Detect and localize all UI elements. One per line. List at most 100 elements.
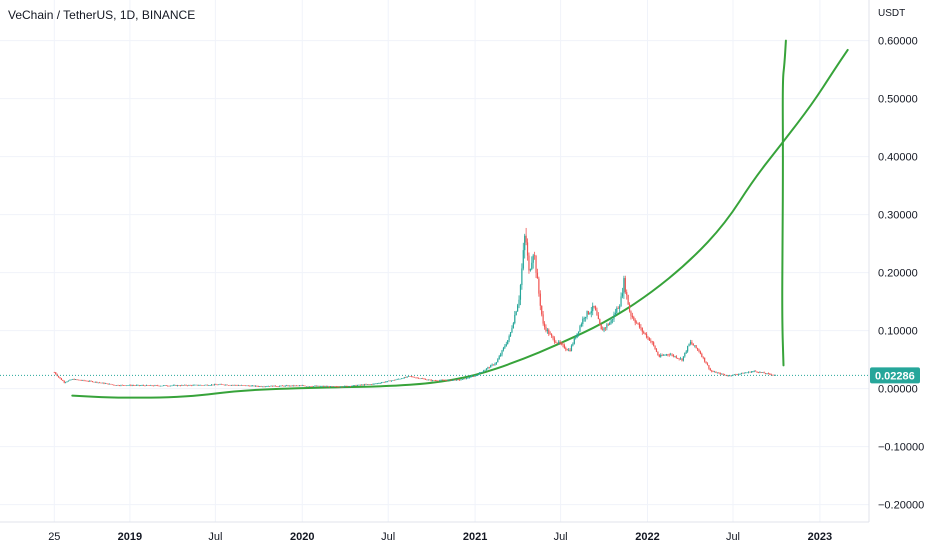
candle-body — [250, 385, 252, 387]
price-axis[interactable]: 0.60000 0.50000 0.40000 0.30000 0.20000 0.100… — [878, 36, 924, 512]
candle-body — [62, 380, 64, 381]
candle-body — [123, 385, 125, 386]
x-tick-label: 2019 — [118, 531, 142, 543]
candle-body — [695, 345, 697, 349]
candle-body — [736, 374, 738, 376]
y-tick-label: 0.40000 — [878, 152, 918, 164]
candle-body — [342, 386, 344, 388]
candle-body — [494, 363, 496, 365]
candle-body — [747, 371, 750, 373]
candle-body — [440, 379, 442, 381]
candle-body — [297, 385, 299, 387]
candle-body — [430, 379, 432, 381]
baseline-curve[interactable] — [71, 48, 849, 399]
candle-body — [471, 376, 473, 378]
x-tick-label: 2022 — [635, 531, 659, 543]
candle-body — [647, 337, 649, 338]
candle-body — [90, 380, 92, 382]
candle-body — [175, 385, 177, 386]
candle-body — [623, 278, 625, 294]
candle-body — [73, 379, 75, 380]
candle-body — [237, 385, 240, 386]
candle-body — [559, 341, 561, 344]
candle-body — [148, 385, 150, 387]
candle-body — [287, 385, 289, 387]
candle-body — [756, 371, 758, 373]
candle-body — [320, 386, 322, 387]
candle-body — [643, 331, 645, 333]
candle-body — [159, 385, 162, 387]
time-axis[interactable]: 25 2019 Jul 2020 Jul 2021 Jul 2022 Jul 2023 — [48, 531, 832, 543]
candle-body — [437, 380, 439, 382]
candle-body — [351, 385, 353, 387]
candle-body — [345, 385, 347, 387]
candle-body — [487, 367, 489, 369]
candle-body — [137, 385, 139, 386]
candle-body — [432, 380, 434, 381]
candle-body — [535, 256, 537, 273]
candle-body — [118, 385, 121, 387]
candle-body — [79, 379, 81, 381]
candle-body — [474, 375, 476, 377]
candle-body — [403, 377, 405, 379]
candle-body — [388, 380, 390, 382]
candle-body — [396, 379, 398, 380]
candle-body — [759, 372, 761, 373]
candle-body — [96, 381, 98, 383]
candle-body — [746, 372, 748, 374]
candle-body — [633, 317, 635, 321]
candle-body — [745, 372, 747, 374]
candle-body — [157, 385, 159, 386]
candle-body — [529, 269, 531, 271]
candle-body — [485, 368, 488, 370]
price-axis-unit: USDT — [878, 8, 905, 19]
candle-body — [171, 385, 173, 387]
candle-body — [99, 382, 101, 384]
candle-body — [290, 385, 292, 387]
candle-body — [185, 384, 187, 386]
candle-body — [108, 383, 111, 385]
symbol-title[interactable]: VeChain / TetherUS, 1D, BINANCE — [8, 8, 196, 22]
candle-body — [141, 385, 143, 386]
candle-body — [328, 386, 330, 387]
candle-body — [498, 356, 500, 360]
candle-body — [661, 355, 663, 356]
candle-body — [223, 384, 225, 386]
candle-body — [356, 385, 359, 386]
candle-body — [341, 386, 343, 388]
candle-body — [59, 377, 61, 379]
candle-body — [628, 304, 631, 312]
candle-body — [233, 384, 235, 386]
candle-body — [100, 382, 102, 384]
candle-body — [699, 351, 701, 354]
candle-body — [606, 324, 608, 328]
vertical-spike[interactable] — [781, 39, 787, 367]
candle-body — [685, 351, 687, 353]
candle-body — [284, 385, 286, 387]
candle-body — [97, 382, 99, 384]
candle-body — [195, 384, 197, 386]
candle-body — [609, 322, 611, 325]
candle-body — [82, 380, 84, 381]
candle-body — [161, 385, 163, 387]
candle-body — [613, 314, 615, 320]
candle-body — [542, 314, 544, 324]
candle-body — [274, 385, 276, 387]
candle-body — [270, 385, 272, 387]
drawing-layer[interactable] — [71, 39, 849, 399]
candle-body — [371, 384, 373, 385]
candle-body — [443, 379, 445, 381]
candle-body — [500, 354, 502, 357]
candle-body — [450, 379, 452, 381]
y-tick-label: −0.10000 — [878, 442, 924, 454]
candle-body — [243, 385, 245, 386]
candle-body — [358, 384, 360, 386]
candle-body — [393, 380, 395, 381]
candle-body — [617, 308, 619, 309]
candle-body — [664, 355, 666, 356]
candle-body — [572, 343, 574, 346]
candle-body — [196, 384, 199, 386]
candle-body — [304, 385, 306, 387]
candle-body — [742, 372, 744, 374]
